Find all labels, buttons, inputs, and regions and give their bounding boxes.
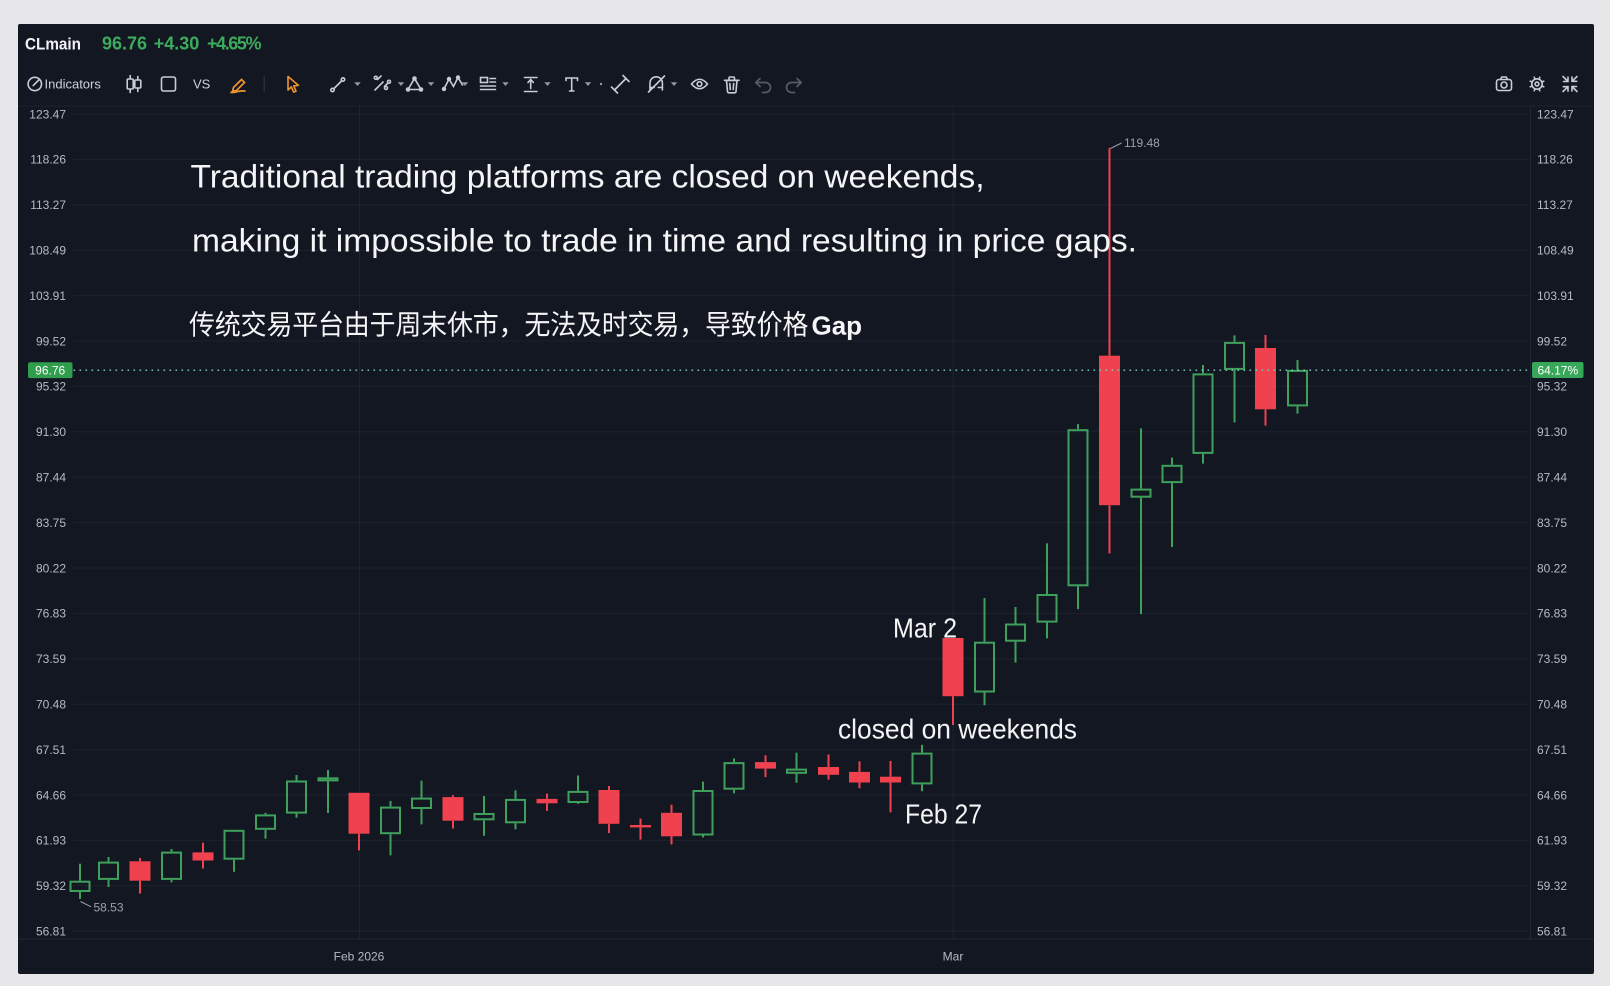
svg-text:119.48: 119.48 xyxy=(1124,136,1160,150)
svg-text:CLmain: CLmain xyxy=(25,35,81,54)
svg-text:73.59: 73.59 xyxy=(1537,652,1567,666)
svg-text:108.49: 108.49 xyxy=(1537,244,1574,258)
svg-text:108.49: 108.49 xyxy=(29,244,66,258)
svg-text:87.44: 87.44 xyxy=(1537,471,1567,485)
svg-text:96.76: 96.76 xyxy=(102,34,147,54)
svg-text:83.75: 83.75 xyxy=(1537,516,1567,530)
svg-text:99.52: 99.52 xyxy=(36,334,66,348)
svg-text:61.93: 61.93 xyxy=(1537,834,1567,848)
svg-text:95.32: 95.32 xyxy=(36,380,66,394)
svg-text:80.22: 80.22 xyxy=(1537,561,1567,575)
svg-text:99.52: 99.52 xyxy=(1537,334,1567,348)
svg-text:113.27: 113.27 xyxy=(30,198,66,212)
svg-text:64.66: 64.66 xyxy=(1537,788,1567,802)
svg-text:73.59: 73.59 xyxy=(36,652,66,666)
svg-text:113.27: 113.27 xyxy=(1537,198,1573,212)
svg-text:59.32: 59.32 xyxy=(1537,879,1567,893)
svg-text:67.51: 67.51 xyxy=(36,743,66,757)
svg-text:Mar: Mar xyxy=(943,950,964,964)
svg-text:70.48: 70.48 xyxy=(1537,698,1567,712)
svg-text:VS: VS xyxy=(193,77,211,92)
svg-text:76.83: 76.83 xyxy=(1537,607,1567,621)
svg-text:56.81: 56.81 xyxy=(36,925,66,939)
svg-text:118.26: 118.26 xyxy=(30,153,66,167)
svg-text:118.26: 118.26 xyxy=(1537,153,1573,167)
svg-text:56.81: 56.81 xyxy=(1537,925,1567,939)
svg-text:87.44: 87.44 xyxy=(36,471,66,485)
svg-text:123.47: 123.47 xyxy=(29,107,66,121)
svg-text:Mar 2: Mar 2 xyxy=(893,612,957,643)
svg-text:123.47: 123.47 xyxy=(1537,107,1574,121)
svg-text:96.76: 96.76 xyxy=(35,364,65,378)
svg-text:67.51: 67.51 xyxy=(1537,743,1567,757)
svg-text:+4.30: +4.30 xyxy=(154,34,200,54)
svg-text:closed on weekends: closed on weekends xyxy=(838,713,1077,744)
svg-text:Gap: Gap xyxy=(812,310,863,340)
svg-text:Traditional trading platforms: Traditional trading platforms are closed… xyxy=(191,158,985,194)
svg-text:95.32: 95.32 xyxy=(1537,380,1567,394)
svg-text:58.53: 58.53 xyxy=(94,900,124,914)
svg-text:83.75: 83.75 xyxy=(36,516,66,530)
svg-text:103.91: 103.91 xyxy=(29,289,66,303)
svg-text:70.48: 70.48 xyxy=(36,698,66,712)
svg-text:64.17%: 64.17% xyxy=(1537,364,1578,378)
svg-text:64.66: 64.66 xyxy=(36,788,66,802)
svg-text:59.32: 59.32 xyxy=(36,879,66,893)
svg-text:76.83: 76.83 xyxy=(36,607,66,621)
svg-text:Indicators: Indicators xyxy=(45,77,102,92)
svg-text:+4.65%: +4.65% xyxy=(207,34,262,54)
svg-text:making it impossible to trade: making it impossible to trade in time an… xyxy=(192,223,1137,259)
svg-text:103.91: 103.91 xyxy=(1537,289,1574,303)
svg-text:91.30: 91.30 xyxy=(1537,425,1567,439)
svg-text:91.30: 91.30 xyxy=(36,425,66,439)
svg-text:80.22: 80.22 xyxy=(36,561,66,575)
svg-text:61.93: 61.93 xyxy=(36,834,66,848)
svg-text:Feb 2026: Feb 2026 xyxy=(334,950,385,964)
svg-text:Feb 27: Feb 27 xyxy=(905,799,982,830)
